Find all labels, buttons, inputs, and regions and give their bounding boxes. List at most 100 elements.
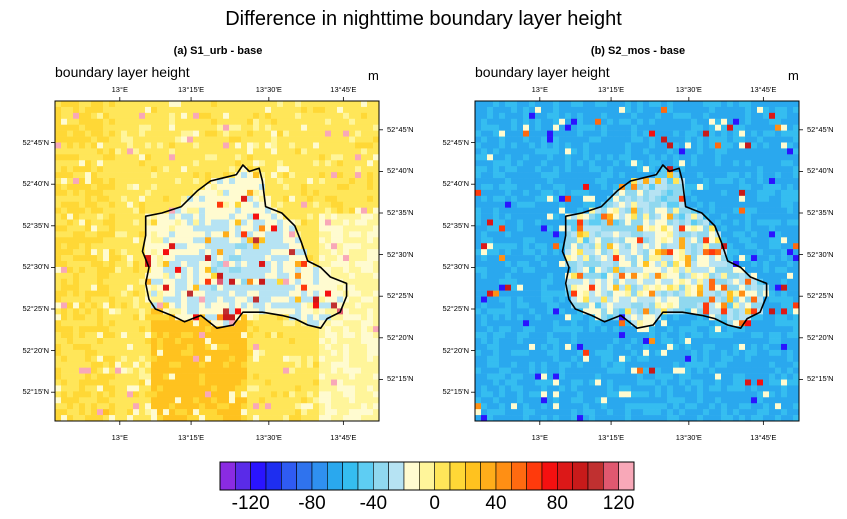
heatmap-cell <box>589 189 596 197</box>
heatmap-cell <box>121 320 128 327</box>
heatmap-cell <box>571 160 578 167</box>
heatmap-cell <box>139 136 146 143</box>
heatmap-cell <box>61 314 68 321</box>
heatmap-cell <box>151 136 158 143</box>
heatmap-cell <box>673 243 680 250</box>
heatmap-cell <box>595 207 602 214</box>
heatmap-cell <box>217 142 224 149</box>
heatmap-cell <box>121 361 128 368</box>
heatmap-cell <box>253 201 260 208</box>
heatmap-cell <box>55 314 62 321</box>
heatmap-cell <box>271 154 278 161</box>
heatmap-cell <box>79 255 86 262</box>
heatmap-cell <box>649 255 656 262</box>
heatmap-cell <box>67 207 74 214</box>
heatmap-cell <box>319 373 326 380</box>
heatmap-cell <box>337 355 344 363</box>
heatmap-cell <box>211 415 218 422</box>
heatmap-cell <box>301 415 308 422</box>
heatmap-cell <box>55 237 62 244</box>
heatmap-cell <box>151 314 158 321</box>
heatmap-cell <box>319 379 326 386</box>
heatmap-cell <box>247 231 254 238</box>
heatmap-cell <box>97 367 104 374</box>
heatmap-cell <box>235 106 242 114</box>
heatmap-cell <box>109 302 116 309</box>
heatmap-cell <box>91 243 98 250</box>
heatmap-cell <box>295 415 302 422</box>
heatmap-cell <box>103 136 110 143</box>
heatmap-cell <box>703 290 710 297</box>
heatmap-cell <box>601 101 608 108</box>
heatmap-cell <box>619 201 626 208</box>
heatmap-cell <box>481 189 488 197</box>
heatmap-cell <box>319 278 326 286</box>
heatmap-cell <box>349 112 356 120</box>
heatmap-cell <box>589 243 596 250</box>
heatmap-cell <box>727 166 734 173</box>
heatmap-cell <box>637 261 644 268</box>
heatmap-cell <box>133 397 140 404</box>
heatmap-cell <box>301 361 308 368</box>
heatmap-cell <box>721 118 728 126</box>
heatmap-cell <box>127 361 134 368</box>
heatmap-cell <box>325 326 332 333</box>
heatmap-cell <box>787 261 794 268</box>
heatmap-cell <box>517 249 524 256</box>
heatmap-cell <box>349 355 356 363</box>
heatmap-cell <box>151 284 158 291</box>
heatmap-cell <box>661 255 668 262</box>
heatmap-cell <box>259 403 266 410</box>
heatmap-cell <box>55 296 62 303</box>
heatmap-cell <box>229 409 236 416</box>
heatmap-cell <box>631 130 638 137</box>
heatmap-cell <box>757 231 764 238</box>
heatmap-cell <box>91 349 98 357</box>
heatmap-cell <box>199 284 206 291</box>
heatmap-cell <box>709 136 716 143</box>
heatmap-cell <box>499 172 506 179</box>
heatmap-cell <box>79 178 86 185</box>
heatmap-cell <box>631 160 638 167</box>
heatmap-cell <box>769 130 776 137</box>
heatmap-cell <box>205 278 212 286</box>
heatmap-cell <box>361 409 368 416</box>
heatmap-cell <box>91 195 98 203</box>
heatmap-cell <box>103 290 110 297</box>
heatmap-cell <box>361 343 368 351</box>
heatmap-cell <box>517 106 524 114</box>
heatmap-cell <box>763 189 770 197</box>
heatmap-cell <box>193 106 200 114</box>
heatmap-cell <box>259 243 266 250</box>
heatmap-cell <box>661 201 668 208</box>
heatmap-cell <box>727 101 734 108</box>
heatmap-cell <box>649 183 656 191</box>
heatmap-cell <box>475 284 482 291</box>
heatmap-cell <box>637 207 644 214</box>
heatmap-cell <box>331 112 338 120</box>
heatmap-cell <box>523 266 530 274</box>
heatmap-cell <box>235 142 242 149</box>
heatmap-cell <box>55 124 62 131</box>
heatmap-cell <box>151 101 158 108</box>
heatmap-cell <box>103 278 110 286</box>
heatmap-cell <box>187 106 194 114</box>
heatmap-cell <box>337 130 344 137</box>
heatmap-cell <box>229 225 236 232</box>
heatmap-cell <box>211 290 218 297</box>
heatmap-cell <box>523 183 530 191</box>
heatmap-cell <box>73 385 80 392</box>
heatmap-cell <box>115 261 122 268</box>
heatmap-cell <box>271 349 278 357</box>
heatmap-cell <box>115 183 122 191</box>
heatmap-cell <box>67 361 74 368</box>
heatmap-cell <box>91 189 98 197</box>
heatmap-cell <box>133 338 140 345</box>
heatmap-cell <box>325 308 332 315</box>
heatmap-cell <box>187 272 194 280</box>
heatmap-cell <box>583 320 590 327</box>
heatmap-cell <box>319 166 326 173</box>
heatmap-cell <box>199 261 206 268</box>
heatmap-cell <box>115 255 122 262</box>
heatmap-cell <box>181 373 188 380</box>
